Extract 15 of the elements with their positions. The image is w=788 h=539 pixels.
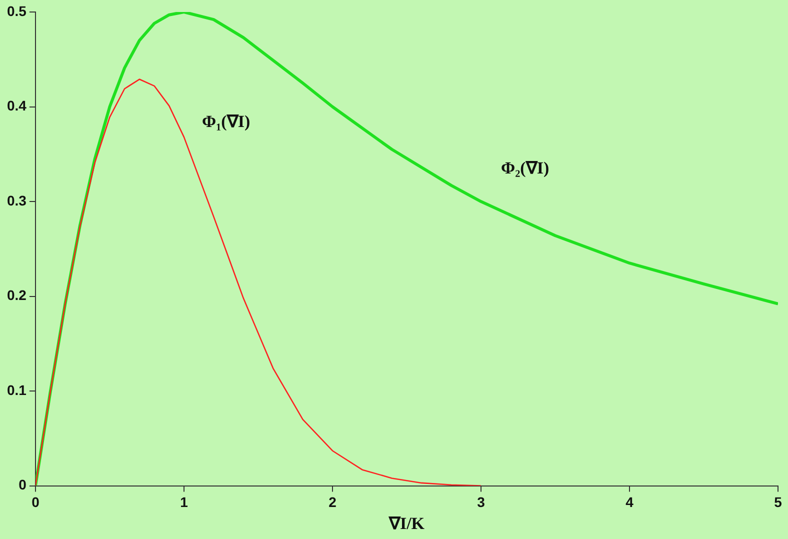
x-tick-label: 3 <box>477 494 486 510</box>
y-tick-label: 0 <box>18 476 27 493</box>
y-tick-label: 0.4 <box>6 98 27 114</box>
x-tick-label: 1 <box>180 494 188 510</box>
x-tick-label: 0 <box>32 494 40 510</box>
series-label: Φ₁(∇I) <box>202 112 250 132</box>
y-tick-label: 0.5 <box>6 2 27 19</box>
y-tick-label: 0.2 <box>6 287 27 304</box>
x-tick-label: 4 <box>626 494 634 510</box>
y-tick-label: 0.1 <box>6 382 27 398</box>
y-tick-label: 0.3 <box>6 192 27 208</box>
x-tick-label: 5 <box>774 494 782 510</box>
x-tick-label: 2 <box>328 494 337 510</box>
series-label: Φ₂(∇I) <box>500 158 550 178</box>
x-axis-title: ∇I/K <box>388 514 426 534</box>
